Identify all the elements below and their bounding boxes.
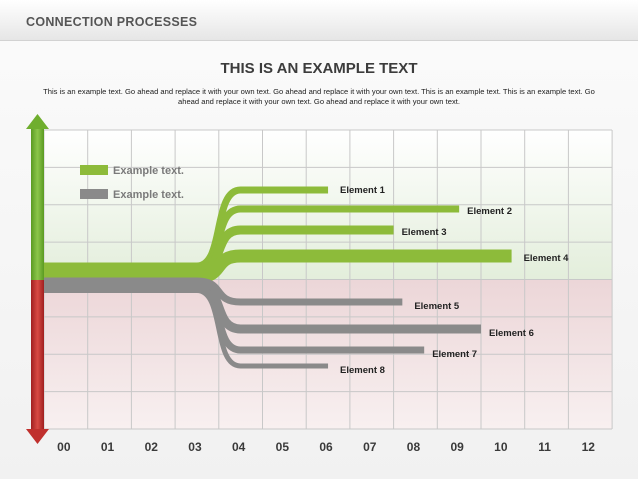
element-label-8: Element 8 bbox=[340, 365, 385, 376]
legend-swatch-gray bbox=[80, 189, 108, 199]
x-tick-label: 09 bbox=[450, 440, 464, 454]
flow-line-8 bbox=[44, 288, 329, 369]
element-label-5: Element 5 bbox=[414, 301, 460, 312]
x-tick-label: 07 bbox=[363, 440, 377, 454]
x-tick-label: 04 bbox=[232, 440, 246, 454]
legend-label-gray: Example text. bbox=[113, 189, 184, 201]
header-title: CONNECTION PROCESSES bbox=[26, 15, 198, 29]
element-label-2: Element 2 bbox=[467, 206, 512, 217]
x-tick-label: 02 bbox=[145, 440, 159, 454]
arrow-up-head bbox=[26, 114, 49, 129]
element-label-4: Element 4 bbox=[524, 253, 570, 264]
arrow-down-head bbox=[26, 429, 49, 444]
flow-lines: Element 1 Element 2 Element 3 Element 4 Elem… bbox=[44, 185, 569, 376]
x-tick-label: 11 bbox=[538, 440, 551, 454]
arrow-up-shaft bbox=[31, 128, 44, 280]
x-tick-label: 03 bbox=[188, 440, 202, 454]
x-tick-label: 05 bbox=[276, 440, 290, 454]
x-tick-label: 00 bbox=[57, 440, 71, 454]
slide-subtitle: This is an example text. Go ahead and re… bbox=[43, 87, 595, 106]
x-tick-label: 12 bbox=[582, 440, 596, 454]
legend-label-green: Example text. bbox=[113, 165, 184, 177]
header-bar bbox=[0, 0, 638, 41]
element-label-7: Element 7 bbox=[432, 349, 477, 360]
x-tick-label: 06 bbox=[319, 440, 333, 454]
x-tick-label: 08 bbox=[407, 440, 421, 454]
arrow-down-shaft bbox=[31, 280, 44, 431]
x-tick-label: 01 bbox=[101, 440, 115, 454]
x-axis-ticks: 00 01 02 03 04 05 06 07 08 09 10 11 12 bbox=[57, 440, 595, 454]
x-tick-label: 10 bbox=[494, 440, 508, 454]
flow-line-4 bbox=[44, 249, 512, 284]
legend: Example text. Example text. bbox=[80, 165, 184, 201]
element-label-1: Element 1 bbox=[340, 185, 386, 196]
slide-title: THIS IS AN EXAMPLE TEXT bbox=[220, 60, 418, 77]
legend-swatch-green bbox=[80, 165, 108, 175]
element-label-6: Element 6 bbox=[489, 328, 534, 339]
element-label-3: Element 3 bbox=[402, 227, 447, 238]
